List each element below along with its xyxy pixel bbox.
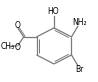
- Text: O: O: [15, 43, 21, 52]
- Text: CH₃: CH₃: [0, 42, 14, 51]
- Text: HO: HO: [47, 7, 59, 16]
- Text: NH₂: NH₂: [72, 18, 87, 27]
- Text: Br: Br: [76, 65, 84, 74]
- Text: O: O: [14, 20, 20, 30]
